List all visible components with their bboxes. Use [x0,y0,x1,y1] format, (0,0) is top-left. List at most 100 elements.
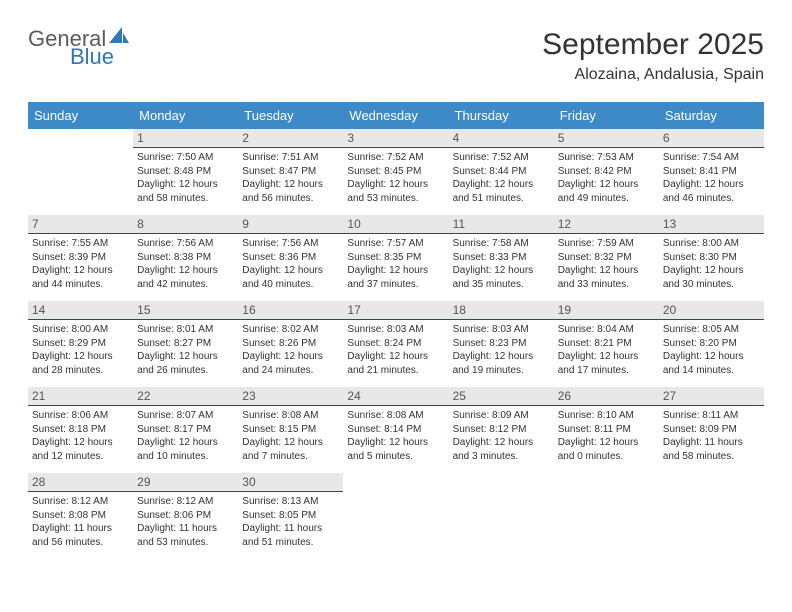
sunset-line: Sunset: 8:35 PM [347,251,444,265]
table-row: 7Sunrise: 7:55 AMSunset: 8:39 PMDaylight… [28,215,764,301]
day-cell: 14Sunrise: 8:00 AMSunset: 8:29 PMDayligh… [28,301,133,387]
sunset-line: Sunset: 8:33 PM [453,251,550,265]
daylight-line: Daylight: 12 hours and 10 minutes. [137,436,234,463]
sunrise-line: Sunrise: 8:10 AM [558,409,655,423]
daylight-line: Daylight: 12 hours and 44 minutes. [32,264,129,291]
sunset-line: Sunset: 8:14 PM [347,423,444,437]
daylight-line: Daylight: 12 hours and 12 minutes. [32,436,129,463]
day-details: Sunrise: 8:10 AMSunset: 8:11 PMDaylight:… [554,406,659,465]
weekday-header: Wednesday [343,102,448,129]
sunset-line: Sunset: 8:27 PM [137,337,234,351]
day-details: Sunrise: 8:12 AMSunset: 8:06 PMDaylight:… [133,492,238,551]
day-number: 6 [659,129,764,148]
day-cell [449,473,554,559]
sunrise-line: Sunrise: 8:01 AM [137,323,234,337]
weekday-header: Monday [133,102,238,129]
daylight-line: Daylight: 12 hours and 35 minutes. [453,264,550,291]
daylight-line: Daylight: 12 hours and 3 minutes. [453,436,550,463]
day-details: Sunrise: 7:56 AMSunset: 8:38 PMDaylight:… [133,234,238,293]
day-number: 29 [133,473,238,492]
day-cell: 19Sunrise: 8:04 AMSunset: 8:21 PMDayligh… [554,301,659,387]
day-details: Sunrise: 8:07 AMSunset: 8:17 PMDaylight:… [133,406,238,465]
month-title: September 2025 [542,28,764,62]
calendar-table: SundayMondayTuesdayWednesdayThursdayFrid… [28,102,764,559]
daylight-line: Daylight: 12 hours and 46 minutes. [663,178,760,205]
day-details: Sunrise: 7:52 AMSunset: 8:44 PMDaylight:… [449,148,554,207]
day-number: 3 [343,129,448,148]
daylight-line: Daylight: 12 hours and 5 minutes. [347,436,444,463]
day-details: Sunrise: 8:12 AMSunset: 8:08 PMDaylight:… [28,492,133,551]
day-cell: 26Sunrise: 8:10 AMSunset: 8:11 PMDayligh… [554,387,659,473]
sunrise-line: Sunrise: 8:04 AM [558,323,655,337]
sunset-line: Sunset: 8:39 PM [32,251,129,265]
day-cell: 18Sunrise: 8:03 AMSunset: 8:23 PMDayligh… [449,301,554,387]
day-details: Sunrise: 8:08 AMSunset: 8:15 PMDaylight:… [238,406,343,465]
daylight-line: Daylight: 12 hours and 49 minutes. [558,178,655,205]
day-cell: 3Sunrise: 7:52 AMSunset: 8:45 PMDaylight… [343,129,448,215]
day-details: Sunrise: 8:00 AMSunset: 8:29 PMDaylight:… [28,320,133,379]
sunrise-line: Sunrise: 8:12 AM [137,495,234,509]
day-cell [659,473,764,559]
daylight-line: Daylight: 12 hours and 53 minutes. [347,178,444,205]
daylight-line: Daylight: 12 hours and 7 minutes. [242,436,339,463]
daylight-line: Daylight: 12 hours and 42 minutes. [137,264,234,291]
sunset-line: Sunset: 8:21 PM [558,337,655,351]
daylight-line: Daylight: 11 hours and 51 minutes. [242,522,339,549]
day-cell: 10Sunrise: 7:57 AMSunset: 8:35 PMDayligh… [343,215,448,301]
sunset-line: Sunset: 8:24 PM [347,337,444,351]
day-details: Sunrise: 7:54 AMSunset: 8:41 PMDaylight:… [659,148,764,207]
day-number: 9 [238,215,343,234]
day-details: Sunrise: 8:02 AMSunset: 8:26 PMDaylight:… [238,320,343,379]
day-cell: 7 Sunrise: 7:55 AMSunset: 8:39 PMDaylight… [28,215,133,301]
table-row: 14Sunrise: 8:00 AMSunset: 8:29 PMDayligh… [28,301,764,387]
daylight-line: Daylight: 12 hours and 26 minutes. [137,350,234,377]
day-number: 10 [343,215,448,234]
daylight-line: Daylight: 12 hours and 51 minutes. [453,178,550,205]
day-cell: 1Sunrise: 7:50 AMSunset: 8:48 PMDaylight… [133,129,238,215]
sunset-line: Sunset: 8:44 PM [453,165,550,179]
daylight-line: Daylight: 12 hours and 21 minutes. [347,350,444,377]
day-number: 4 [449,129,554,148]
day-number: 22 [133,387,238,406]
sunset-line: Sunset: 8:41 PM [663,165,760,179]
daylight-line: Daylight: 11 hours and 56 minutes. [32,522,129,549]
sunrise-line: Sunrise: 7:50 AM [137,151,234,165]
day-number: 28 [28,473,133,492]
day-cell: 2Sunrise: 7:51 AMSunset: 8:47 PMDaylight… [238,129,343,215]
day-cell [28,129,133,215]
calendar-body: 1Sunrise: 7:50 AMSunset: 8:48 PMDaylight… [28,129,764,559]
daylight-line: Daylight: 12 hours and 33 minutes. [558,264,655,291]
day-cell: 27Sunrise: 8:11 AMSunset: 8:09 PMDayligh… [659,387,764,473]
sunset-line: Sunset: 8:45 PM [347,165,444,179]
sunrise-line: Sunrise: 7:52 AM [453,151,550,165]
day-number: 21 [28,387,133,406]
day-cell: 21Sunrise: 8:06 AMSunset: 8:18 PMDayligh… [28,387,133,473]
daylight-line: Daylight: 12 hours and 24 minutes. [242,350,339,377]
day-number: 17 [343,301,448,320]
daylight-line: Daylight: 12 hours and 0 minutes. [558,436,655,463]
day-details: Sunrise: 8:03 AMSunset: 8:23 PMDaylight:… [449,320,554,379]
sunrise-line: Sunrise: 8:03 AM [347,323,444,337]
day-details: Sunrise: 7:52 AMSunset: 8:45 PMDaylight:… [343,148,448,207]
day-details: Sunrise: 7:56 AMSunset: 8:36 PMDaylight:… [238,234,343,293]
sunset-line: Sunset: 8:47 PM [242,165,339,179]
day-cell: 12Sunrise: 7:59 AMSunset: 8:32 PMDayligh… [554,215,659,301]
day-number: 30 [238,473,343,492]
day-details: Sunrise: 7:50 AMSunset: 8:48 PMDaylight:… [133,148,238,207]
sunrise-line: Sunrise: 7:55 AM [32,237,129,251]
day-number: 19 [554,301,659,320]
day-number: 7 [28,215,133,234]
day-number: 15 [133,301,238,320]
day-cell: 23Sunrise: 8:08 AMSunset: 8:15 PMDayligh… [238,387,343,473]
day-cell: 13Sunrise: 8:00 AMSunset: 8:30 PMDayligh… [659,215,764,301]
title-block: September 2025 Alozaina, Andalusia, Spai… [542,28,764,84]
day-cell: 20Sunrise: 8:05 AMSunset: 8:20 PMDayligh… [659,301,764,387]
sunset-line: Sunset: 8:17 PM [137,423,234,437]
daylight-line: Daylight: 11 hours and 53 minutes. [137,522,234,549]
sunrise-line: Sunrise: 7:59 AM [558,237,655,251]
day-number: 20 [659,301,764,320]
day-cell: 5Sunrise: 7:53 AMSunset: 8:42 PMDaylight… [554,129,659,215]
header: General Blue September 2025 Alozaina, An… [28,28,764,84]
day-number: 24 [343,387,448,406]
sunrise-line: Sunrise: 7:56 AM [242,237,339,251]
